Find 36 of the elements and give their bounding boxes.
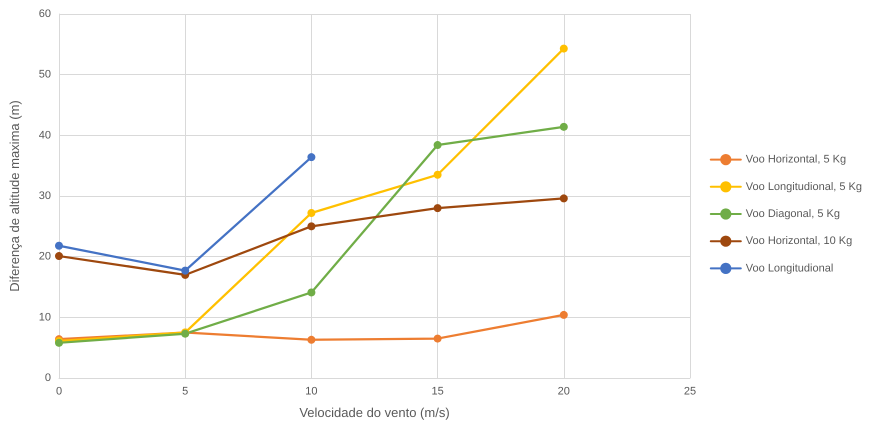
x-tick-label: 0 xyxy=(56,386,62,398)
y-tick-label: 60 xyxy=(38,8,51,20)
x-tick-label: 10 xyxy=(305,386,318,398)
y-tick-label: 0 xyxy=(44,372,51,384)
legend-label: Voo Longitudional, 5 Kg xyxy=(746,180,862,193)
y-tick-label: 50 xyxy=(38,68,51,81)
point xyxy=(55,252,63,260)
point xyxy=(560,122,568,131)
x-tick-label: 5 xyxy=(182,386,188,398)
y-tick-label: 20 xyxy=(38,250,51,263)
x-tick-label: 20 xyxy=(558,386,570,398)
x-axis-title: Velocidade do vento (m/s) xyxy=(299,405,450,420)
y-tick-label: 40 xyxy=(38,129,51,142)
x-tick-label: 15 xyxy=(431,386,444,398)
x-tick-label: 25 xyxy=(684,386,696,398)
point xyxy=(560,44,568,53)
legend-label: Voo Horizontal, 5 Kg xyxy=(746,154,846,166)
point xyxy=(560,310,568,319)
legend-label: Voo Diagonal, 5 Kg xyxy=(746,208,840,220)
point xyxy=(307,336,316,344)
point xyxy=(434,170,442,179)
legend-label: Voo Longitudional xyxy=(746,262,834,274)
y-axis-title: Diferença de altitude maxima (m) xyxy=(7,100,22,292)
point xyxy=(434,141,442,150)
y-tick-label: 30 xyxy=(38,190,51,202)
point xyxy=(307,208,316,217)
point xyxy=(307,153,316,162)
point xyxy=(55,242,63,250)
point xyxy=(434,204,442,212)
y-tick-label: 10 xyxy=(38,311,51,324)
point xyxy=(560,194,568,202)
point xyxy=(307,222,316,230)
legend-label: Voo Horizontal, 10 Kg xyxy=(746,235,852,248)
point xyxy=(307,288,316,296)
point xyxy=(181,266,190,275)
point xyxy=(434,334,442,343)
